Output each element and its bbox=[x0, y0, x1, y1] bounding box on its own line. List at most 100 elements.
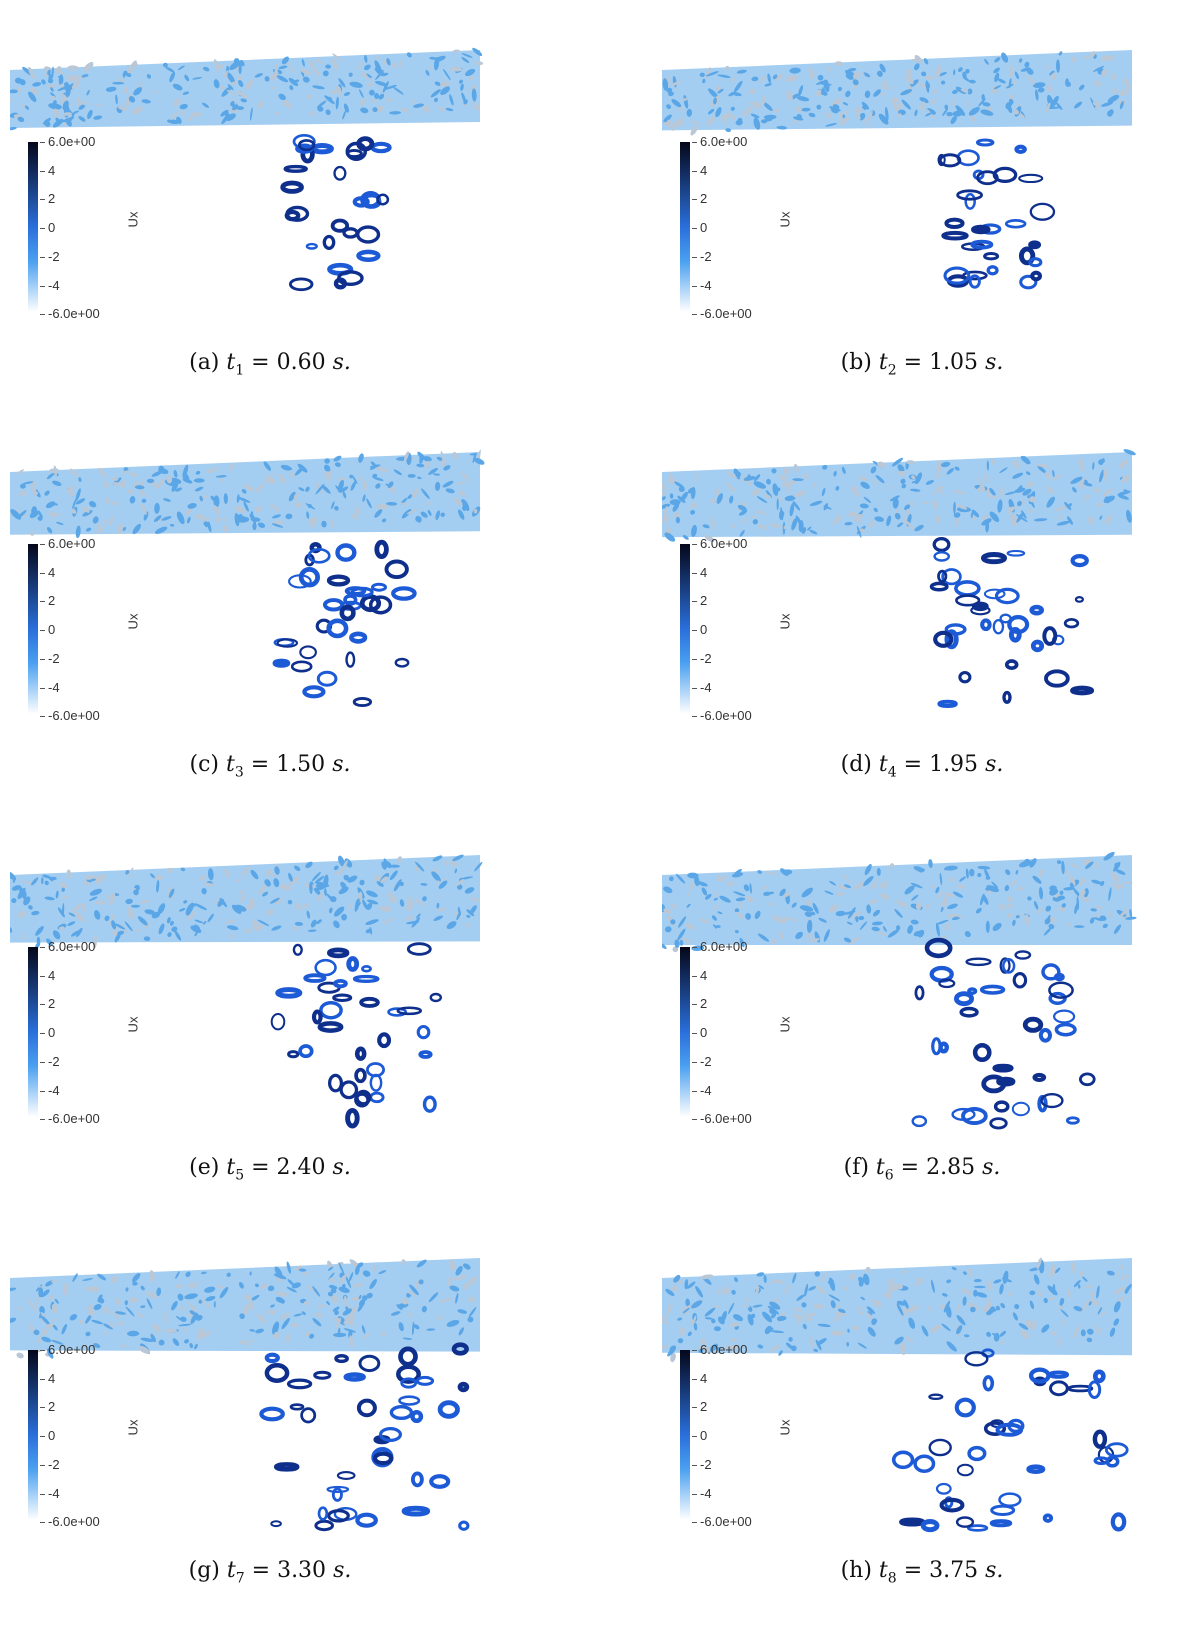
panel-h: 6.0e+00 4 2 0 -2 -4 -6.0e+00 Ux (h) t8 = 3.75 s. bbox=[662, 1218, 1182, 1628]
colorbar-gradient bbox=[680, 544, 690, 714]
colorbar-tick-label: -4 bbox=[692, 680, 712, 695]
colorbar-tick-label: 6.0e+00 bbox=[40, 135, 95, 149]
panel-g: 6.0e+00 4 2 0 -2 -4 -6.0e+00 Ux (g) t7 = 3.30 s. bbox=[10, 1218, 530, 1628]
colorbar-gradient bbox=[680, 947, 690, 1117]
colorbar-title: Ux bbox=[777, 1016, 793, 1033]
colorbar-gradient bbox=[680, 1350, 690, 1520]
colorbar-tick-label: -6.0e+00 bbox=[692, 709, 752, 723]
colorbar-tick-label: 0 bbox=[692, 1429, 707, 1443]
colorbar-tick-label: -4 bbox=[40, 680, 60, 695]
panel-f: 6.0e+00 4 2 0 -2 -4 -6.0e+00 Ux (f) t6 = 2.85 s. bbox=[662, 815, 1182, 1225]
colorbar-tick-label: 0 bbox=[40, 1429, 55, 1443]
colorbar-tick-label: -4 bbox=[692, 1486, 712, 1501]
colorbar-gradient bbox=[28, 947, 38, 1117]
colorbar-tick-label: -2 bbox=[692, 651, 712, 666]
colorbar-tick-label: 2 bbox=[692, 997, 707, 1011]
colorbar: 6.0e+00 4 2 0 -2 -4 -6.0e+00 Ux bbox=[20, 935, 141, 1126]
colorbar-tick-label: 6.0e+00 bbox=[692, 1343, 747, 1357]
colorbar-tick-label: 0 bbox=[692, 623, 707, 637]
colorbar-tick-label: 2 bbox=[692, 1400, 707, 1414]
colorbar-title: Ux bbox=[125, 1419, 141, 1436]
colorbar-tick-label: 4 bbox=[40, 968, 55, 983]
panel-caption: (h) t8 = 3.75 s. bbox=[840, 1558, 1004, 1587]
colorbar-tick-label: -2 bbox=[40, 1054, 60, 1069]
colorbar-tick-label: 2 bbox=[692, 594, 707, 608]
colorbar-tick-label: 0 bbox=[692, 221, 707, 235]
colorbar-tick-label: -2 bbox=[692, 1457, 712, 1472]
colorbar-tick-label: 2 bbox=[692, 192, 707, 206]
colorbar-tick-label: 2 bbox=[40, 594, 55, 608]
colorbar-tick-label: 4 bbox=[692, 968, 707, 983]
colorbar-tick-label: 4 bbox=[40, 163, 55, 178]
panel-caption: (c) t3 = 1.50 s. bbox=[189, 752, 351, 781]
colorbar-tick-label: 0 bbox=[692, 1026, 707, 1040]
colorbar-tick-label: -2 bbox=[40, 651, 60, 666]
vortex-visualization bbox=[10, 854, 483, 1129]
panel-c: 6.0e+00 4 2 0 -2 -4 -6.0e+00 Ux (c) t3 = 1.50 s. bbox=[10, 412, 530, 822]
colorbar-tick-label: 2 bbox=[40, 192, 55, 206]
colorbar: 6.0e+00 4 2 0 -2 -4 -6.0e+00 Ux bbox=[20, 532, 141, 723]
colorbar-tick-label: -4 bbox=[692, 278, 712, 293]
panel-e: 6.0e+00 4 2 0 -2 -4 -6.0e+00 Ux (e) t5 = 2.40 s. bbox=[10, 815, 530, 1225]
colorbar: 6.0e+00 4 2 0 -2 -4 -6.0e+00 Ux bbox=[672, 532, 793, 723]
colorbar-tick-label: -2 bbox=[692, 249, 712, 264]
panel-caption: (g) t7 = 3.30 s. bbox=[188, 1558, 352, 1587]
colorbar: 6.0e+00 4 2 0 -2 -4 -6.0e+00 Ux bbox=[20, 130, 141, 321]
colorbar-tick-label: -6.0e+00 bbox=[40, 1515, 100, 1529]
panel-caption: (a) t1 = 0.60 s. bbox=[189, 350, 351, 379]
vortex-visualization bbox=[10, 449, 485, 708]
colorbar-tick-label: 6.0e+00 bbox=[692, 135, 747, 149]
vortex-visualization bbox=[662, 1257, 1132, 1533]
colorbar-tick-label: 4 bbox=[692, 565, 707, 580]
vortex-visualization bbox=[662, 851, 1137, 1130]
colorbar-tick-label: 4 bbox=[692, 163, 707, 178]
colorbar-tick-label: 6.0e+00 bbox=[40, 940, 95, 954]
colorbar-gradient bbox=[28, 1350, 38, 1520]
colorbar-title: Ux bbox=[125, 1016, 141, 1033]
colorbar-tick-label: -6.0e+00 bbox=[692, 307, 752, 321]
colorbar-tick-label: -6.0e+00 bbox=[40, 307, 100, 321]
colorbar-tick-label: 6.0e+00 bbox=[692, 940, 747, 954]
panel-b: 6.0e+00 4 2 0 -2 -4 -6.0e+00 Ux (b) t2 = 1.05 s. bbox=[662, 10, 1182, 420]
vortex-visualization bbox=[662, 50, 1132, 290]
vortex-visualization bbox=[10, 1258, 480, 1532]
colorbar: 6.0e+00 4 2 0 -2 -4 -6.0e+00 Ux bbox=[672, 1338, 793, 1529]
colorbar-gradient bbox=[680, 142, 690, 312]
colorbar-gradient bbox=[28, 544, 38, 714]
turbulent-surface-layer bbox=[10, 855, 480, 943]
colorbar: 6.0e+00 4 2 0 -2 -4 -6.0e+00 Ux bbox=[672, 935, 793, 1126]
colorbar-tick-label: 4 bbox=[40, 1371, 55, 1386]
colorbar-tick-label: 6.0e+00 bbox=[40, 537, 95, 551]
colorbar-title: Ux bbox=[777, 211, 793, 228]
colorbar-tick-label: -6.0e+00 bbox=[692, 1515, 752, 1529]
colorbar-tick-label: -4 bbox=[40, 1083, 60, 1098]
colorbar-tick-label: 0 bbox=[40, 221, 55, 235]
colorbar-tick-label: 0 bbox=[40, 623, 55, 637]
colorbar-tick-label: -6.0e+00 bbox=[40, 709, 100, 723]
colorbar-tick-label: -2 bbox=[692, 1054, 712, 1069]
colorbar-title: Ux bbox=[125, 613, 141, 630]
colorbar: 6.0e+00 4 2 0 -2 -4 -6.0e+00 Ux bbox=[672, 130, 793, 321]
colorbar-tick-label: -4 bbox=[692, 1083, 712, 1098]
colorbar-tick-label: -4 bbox=[40, 278, 60, 293]
colorbar-gradient bbox=[28, 142, 38, 312]
colorbar-tick-label: 6.0e+00 bbox=[692, 537, 747, 551]
colorbar-tick-label: 4 bbox=[692, 1371, 707, 1386]
colorbar-tick-label: -6.0e+00 bbox=[40, 1112, 100, 1126]
colorbar-tick-label: -6.0e+00 bbox=[692, 1112, 752, 1126]
panel-caption: (f) t6 = 2.85 s. bbox=[843, 1155, 1001, 1184]
colorbar-tick-label: -2 bbox=[40, 249, 60, 264]
colorbar-tick-label: 0 bbox=[40, 1026, 55, 1040]
colorbar-title: Ux bbox=[125, 211, 141, 228]
colorbar-title: Ux bbox=[777, 1419, 793, 1436]
colorbar-tick-label: 6.0e+00 bbox=[40, 1343, 95, 1357]
colorbar-title: Ux bbox=[777, 613, 793, 630]
colorbar-tick-label: 2 bbox=[40, 1400, 55, 1414]
colorbar-tick-label: -2 bbox=[40, 1457, 60, 1472]
panel-d: 6.0e+00 4 2 0 -2 -4 -6.0e+00 Ux (d) t4 = 1.95 s. bbox=[662, 412, 1182, 822]
colorbar-tick-label: 2 bbox=[40, 997, 55, 1011]
colorbar-tick-label: -4 bbox=[40, 1486, 60, 1501]
vortex-visualization bbox=[10, 47, 484, 292]
panel-caption: (b) t2 = 1.05 s. bbox=[840, 350, 1004, 379]
vortex-visualization bbox=[662, 449, 1136, 708]
